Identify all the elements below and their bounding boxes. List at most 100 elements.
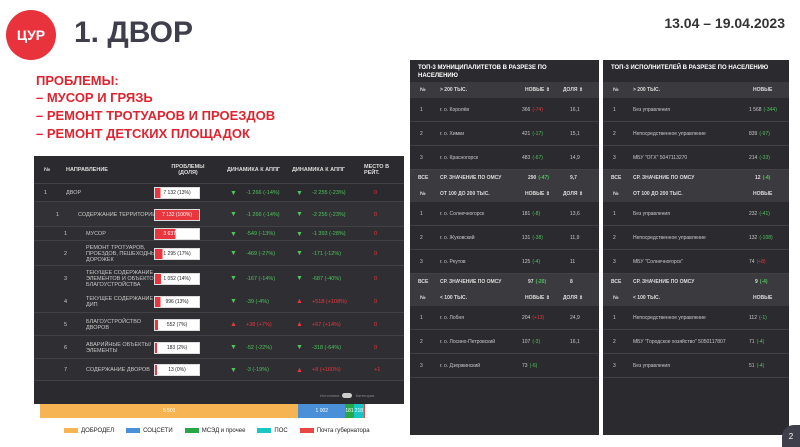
header-problems[interactable]: ПРОБЛЕМЫ (ДОЛЯ)	[171, 164, 205, 176]
section-name: < 100 ТЫС.	[633, 295, 660, 301]
row-num: 2	[64, 250, 68, 257]
directions-table: № НАПРАВЛЕНИЕ ПРОБЛЕМЫ (ДОЛЯ) ДИНАМИКА К…	[34, 156, 404, 404]
row-name: Без управления	[633, 211, 670, 217]
table-row[interactable]: 1 г. о. Королёв 366 (-74) 16,1	[410, 98, 599, 122]
table-row[interactable]: 3 г. о. Реутов 125 (-4) 11	[410, 250, 599, 274]
row-name: Непосредственное управление	[633, 131, 706, 137]
header-dynamics-2[interactable]: ДИНАМИКА К АППГ	[292, 167, 346, 173]
table-row[interactable]: 3 ТЕКУЩЕЕ СОДЕРЖАНИЕ ЭЛЕМЕНТОВ И ОБЪЕКТОВ…	[34, 266, 404, 291]
row-name: г. о. Лобня	[440, 315, 464, 321]
col-share-header[interactable]: ДОЛЯ ⇕	[563, 87, 584, 93]
table-row[interactable]: 1 Без управления 1 568 (-344)	[603, 98, 789, 122]
row-new-value: 1 568	[749, 107, 762, 113]
row-name: МБУ "ОГХ" 5047113270	[633, 155, 688, 161]
legend-swatch	[126, 428, 141, 433]
col-share-header[interactable]: ДОЛЯ ⇕	[563, 191, 584, 197]
section-num: №	[613, 191, 619, 197]
table-row[interactable]: 1 г. о. Лобня 204 (+13) 24,9	[410, 306, 599, 330]
section-header: № < 100 ТЫС. НОВЫЕ ⇕ ДОЛЯ ⇕	[410, 290, 599, 306]
chevron-down-icon: ▼	[230, 344, 237, 351]
table-row[interactable]: 1 ДВОР 7 132 (13%) ▼ -1 266 (-14%) ▼ -2 255 (-…	[34, 184, 404, 202]
legend-label: МСЭД и прочее	[201, 428, 246, 435]
problems-cell: 996 (13%)	[154, 295, 200, 308]
legend-item[interactable]: МСЭД и прочее	[184, 428, 246, 435]
table-row[interactable]: 2 МБУ "Городское хозяйство" 5050117807 71(…	[603, 330, 789, 354]
table-row[interactable]: 1 СОДЕРЖАНИЕ ТЕРРИТОРИИ 7 132 (100%) ▼ -1 26…	[34, 202, 404, 227]
source-bar-segment[interactable]	[364, 404, 365, 418]
col-new-header[interactable]: НОВЫЕ ⇕	[525, 191, 550, 197]
table-row[interactable]: 3 г. о. Дзержинский 73 (-6)	[410, 354, 599, 378]
col-new-header[interactable]: НОВЫЕ ⇕	[525, 87, 550, 93]
header-place[interactable]: МЕСТО В РЕЙТ.	[364, 164, 390, 176]
avg-new-value: 9	[755, 279, 758, 285]
row-new: 232 (-41)	[749, 202, 770, 226]
col-new-header[interactable]: НОВЫЕ	[753, 295, 773, 301]
row-new-value: 214	[749, 155, 758, 161]
table-row[interactable]: 2 РЕМОНТ ТРОТУАРОВ, ПРОЕЗДОВ, ПЕШЕХОДНЫХ …	[34, 241, 404, 266]
toggle-switch-icon[interactable]	[342, 393, 353, 399]
table-row[interactable]: 2 г. о. Химки 421 (-17) 15,1	[410, 122, 599, 146]
chevron-down-icon: ▼	[230, 230, 237, 238]
row-new: 131 (-38)	[522, 226, 543, 250]
row-new-value: 366	[522, 107, 531, 113]
dynamics-2-value: -318 (-64%)	[312, 344, 342, 351]
row-num: 7	[64, 367, 68, 373]
section-num: №	[613, 87, 619, 93]
col-share-header[interactable]: ДОЛЯ ⇕	[563, 295, 584, 301]
col-new-header[interactable]: НОВЫЕ ⇕	[525, 295, 550, 301]
table-row[interactable]: 1 МУСОР 3 637 (47%) ▼ -549 (-13%) ▼ -1 393 (-2…	[34, 227, 404, 241]
chevron-up-icon: ▲	[296, 298, 303, 305]
chevron-down-icon: ▼	[296, 211, 303, 218]
table-row[interactable]: 2 г. о. Жуковский 131 (-38) 11,9	[410, 226, 599, 250]
row-num: 2	[420, 131, 423, 137]
table-row[interactable]: 2 Непосредственное управление 132 (-108)	[603, 226, 789, 250]
source-bar-segment[interactable]: 1 002	[298, 404, 346, 418]
table-row[interactable]: 2 Непосредственное управление 839 (-97)	[603, 122, 789, 146]
row-new: 73 (-6)	[522, 354, 537, 378]
legend-swatch	[64, 428, 78, 433]
table-row[interactable]: 1 Без управления 232 (-41)	[603, 202, 789, 226]
table-row[interactable]: 4 ТЕКУЩЕЕ СОДЕРЖАНИЕ ДИП 996 (13%) ▼ -39 (-4…	[34, 290, 404, 313]
page-title: 1. ДВОР	[74, 16, 193, 49]
row-num: 1	[44, 190, 48, 196]
row-direction: СОДЕРЖАНИЕ ТЕРРИТОРИИ	[78, 211, 157, 218]
table-row[interactable]: 3 МБУ "ОГХ" 5047113270 214 (-33)	[603, 146, 789, 170]
problems-cell: 3 637 (47%)	[154, 228, 200, 240]
table-row[interactable]: 1 г. о. Солнечногорск 181 (-8) 13,6	[410, 202, 599, 226]
chevron-down-icon: ▼	[230, 211, 237, 218]
row-share: 11,9	[570, 235, 580, 241]
table-row[interactable]: 5 БЛАГОУСТРОЙСТВО ДВОРОВ 552 (7%) ▲ +38 (+7%…	[34, 313, 404, 336]
row-new-value: 73	[522, 363, 528, 369]
header-dynamics-1[interactable]: ДИНАМИКА К АППГ	[227, 167, 281, 173]
col-new-header[interactable]: НОВЫЕ	[753, 87, 773, 93]
row-direction: СОДЕРЖАНИЕ ДВОРОВ	[86, 367, 150, 373]
legend-item[interactable]: ПОС	[257, 428, 288, 434]
legend-item[interactable]: Почта губернатора	[299, 428, 370, 434]
section-name: > 200 ТЫС.	[440, 87, 467, 93]
table-row[interactable]: 6 АВАРИЙНЫЕ ОБЪЕКТЫ/ЭЛЕМЕНТЫ 183 (2%) ▼ -52 …	[34, 336, 404, 359]
problem-item: – РЕМОНТ ДЕТСКИХ ПЛОЩАДОК	[36, 126, 250, 141]
row-new-delta: (-6)	[529, 363, 538, 369]
source-bar-segment[interactable]: 5 501	[40, 404, 299, 418]
legend-item[interactable]: СОЦСЕТИ	[126, 428, 173, 434]
problems-cell: 552 (7%)	[154, 318, 200, 331]
table-row[interactable]: 3 МБУ "Солнечногорск" 74 (+8)	[603, 250, 789, 274]
table-row[interactable]: 2 г. о. Лосино-Петровский 107 (-3) 16,1	[410, 330, 599, 354]
source-bar-segment[interactable]: 218	[353, 404, 365, 418]
col-new-header[interactable]: НОВЫЕ	[753, 191, 773, 197]
header-direction[interactable]: НАПРАВЛЕНИЕ	[66, 167, 108, 173]
source-toggle[interactable]: Источники Категории	[320, 393, 374, 399]
row-name: г. о. Солнечногорск	[440, 211, 485, 217]
table-row[interactable]: 3 Без управления 51 (-4)	[603, 354, 789, 378]
table-row[interactable]: 1 Непосредственное управление 112 (-1)	[603, 306, 789, 330]
table-row[interactable]: 3 г. о. Красногорск 483 (-67) 14,9	[410, 146, 599, 170]
average-row: ВСЕ СР. ЗНАЧЕНИЕ ПО ОМСУ 290 (-47) 9,7	[410, 170, 599, 186]
legend-item[interactable]: ДОБРОДЕЛ	[64, 428, 114, 434]
row-new-value: 483	[522, 155, 531, 161]
header-num: №	[44, 167, 51, 173]
row-new-value: 71	[749, 339, 755, 345]
table-row[interactable]: 7 СОДЕРЖАНИЕ ДВОРОВ 13 (0%) ▼ -3 (-19%) ▲ +8 (…	[34, 359, 404, 381]
row-new-delta: (-4)	[756, 339, 765, 345]
source-bar-segment[interactable]: 181	[345, 404, 354, 418]
avg-new: 12 (-4)	[755, 170, 770, 186]
